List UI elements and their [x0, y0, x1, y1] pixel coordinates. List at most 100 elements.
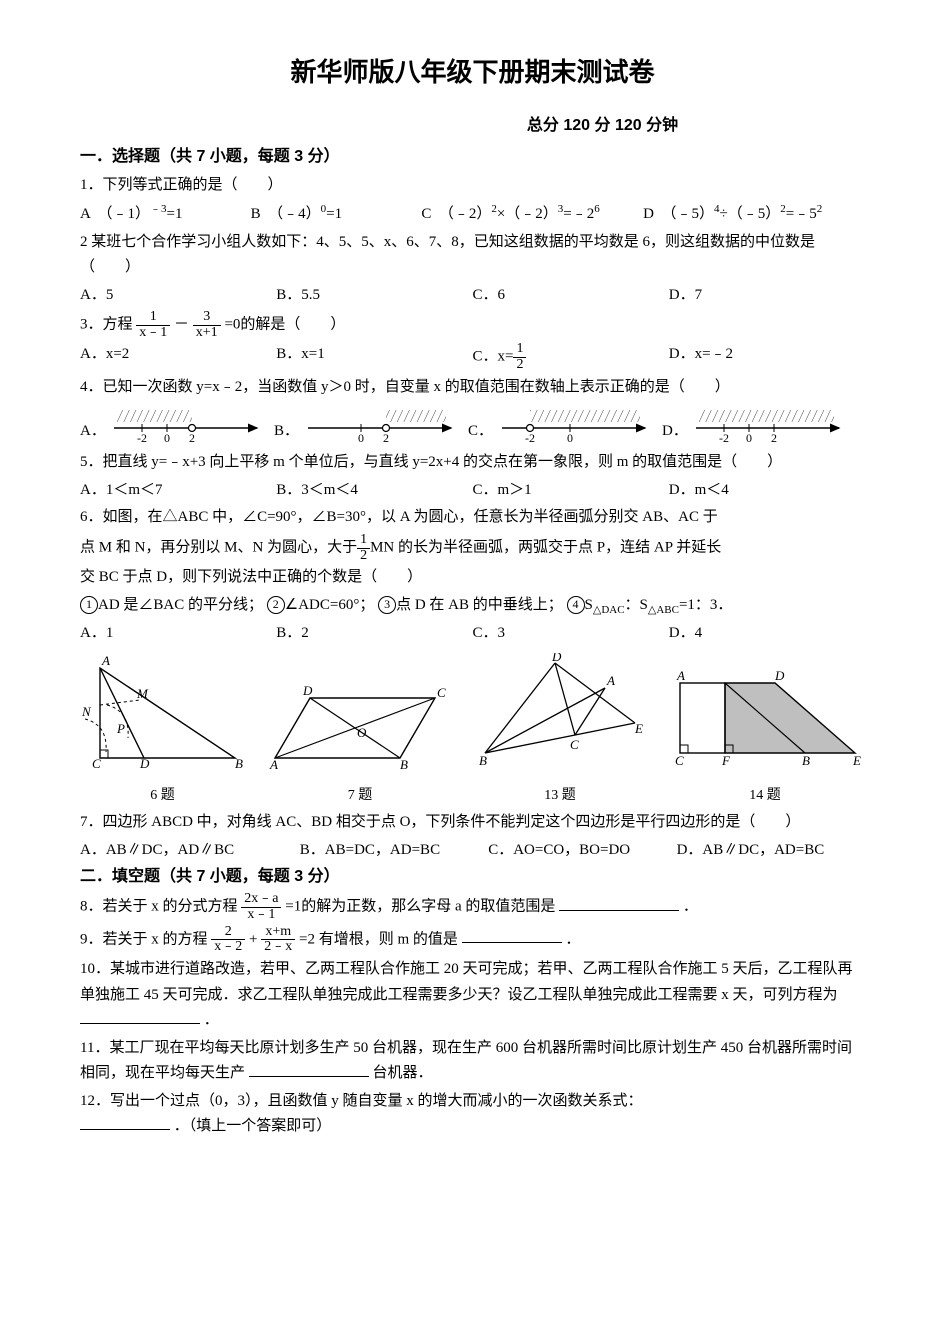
figure-q14-caption: 14 题	[665, 784, 865, 808]
q1-opt-c: C （﹣2）2×（﹣2）3=﹣26	[421, 200, 643, 228]
svg-text:0: 0	[358, 431, 364, 444]
q3-opt-a: A．x=2	[80, 342, 276, 372]
svg-text:B: B	[235, 756, 243, 771]
q1-options: A （﹣1）﹣3=1 B （﹣4）0=1 C （﹣2）2×（﹣2）3=﹣26 D…	[80, 200, 865, 228]
q3-opt-d: D．x=﹣2	[669, 342, 865, 372]
q6-statements: 1AD 是∠BAC 的平分线； 2∠ADC=60°； 3点 D 在 AB 的中垂…	[80, 593, 865, 620]
q4-stem: 4．已知一次函数 y=x﹣2，当函数值 y＞0 时，自变量 x 的取值范围在数轴…	[80, 375, 865, 401]
q4-opt-b-label: B．	[274, 419, 306, 445]
svg-text:-2: -2	[137, 431, 147, 444]
q11-blank	[249, 1061, 369, 1077]
q5-opt-a: A．1＜m＜7	[80, 478, 276, 504]
q7-options: A．AB∥DC，AD∥BC B．AB=DC，AD=BC C．AO=CO，BO=D…	[80, 838, 865, 864]
q2-opt-a: A．5	[80, 283, 276, 309]
q9: 9．若关于 x 的方程 2x﹣2 + x+m2﹣x =2 有增根，则 m 的值是…	[80, 925, 865, 955]
q7-stem: 7．四边形 ABCD 中，对角线 AC、BD 相交于点 O，下列条件不能判定这个…	[80, 810, 865, 836]
q4-opt-a-label: A．	[80, 419, 112, 445]
svg-text:0: 0	[164, 431, 170, 444]
q3-options: A．x=2 B．x=1 C．x=12 D．x=﹣2	[80, 342, 865, 372]
svg-text:E: E	[634, 721, 643, 736]
figure-q13: B C E A D	[475, 653, 645, 773]
svg-text:2: 2	[189, 431, 195, 444]
figure-row: A C B D M N P 6 题 A B C D O 7 题	[80, 653, 865, 808]
q3-stem: 3．方程 1x﹣1 － 3x+1 =0的解是（ ）	[80, 310, 865, 340]
q1-opt-d: D （﹣5）4÷（﹣5）2=﹣52	[643, 200, 865, 228]
section-1-heading: 一．选择题（共 7 小题，每题 3 分）	[80, 143, 865, 170]
svg-text:N: N	[81, 704, 92, 719]
svg-text:C: C	[675, 753, 684, 768]
svg-text:B: B	[400, 757, 408, 772]
q6-opt-d: D．4	[669, 621, 865, 647]
svg-text:2: 2	[771, 431, 777, 444]
q5-opt-b: B．3＜m＜4	[276, 478, 472, 504]
figure-q14: A D C F B E	[665, 663, 865, 773]
q9-blank	[462, 927, 562, 943]
q5-opt-c: C．m＞1	[473, 478, 669, 504]
score-line: 总分 120 分 120 分钟	[340, 112, 865, 139]
svg-text:F: F	[721, 753, 731, 768]
q10: 10．某城市进行道路改造，若甲、乙两工程队合作施工 20 天可完成；若甲、乙两工…	[80, 957, 865, 1034]
q6-opt-c: C．3	[473, 621, 669, 647]
q6-line2: 点 M 和 N，再分别以 M、N 为圆心，大于12MN 的长为半径画弧，两弧交于…	[80, 533, 865, 563]
q2-options: A．5 B．5.5 C．6 D．7	[80, 283, 865, 309]
q7-opt-d: D．AB∥DC，AD=BC	[677, 838, 865, 864]
numberline-b: 0 2	[306, 404, 456, 444]
svg-text:M: M	[136, 686, 149, 701]
q6-line3: 交 BC 于点 D，则下列说法中正确的个数是（ ）	[80, 565, 865, 591]
svg-text:D: D	[302, 683, 313, 698]
svg-text:C: C	[92, 756, 101, 771]
q12: 12．写出一个过点（0，3），且函数值 y 随自变量 x 的增大而减小的一次函数…	[80, 1089, 865, 1140]
q2-opt-d: D．7	[669, 283, 865, 309]
svg-text:B: B	[802, 753, 810, 768]
q8-blank	[559, 895, 679, 911]
svg-text:A: A	[101, 653, 110, 668]
q3-opt-b: B．x=1	[276, 342, 472, 372]
q3-opt-c: C．x=12	[473, 342, 669, 372]
q2-stem: 2 某班七个合作学习小组人数如下：4、5、5、x、6、7、8，已知这组数据的平均…	[80, 230, 865, 281]
numberline-a: -2 0 2	[112, 404, 262, 444]
svg-text:D: D	[774, 668, 785, 683]
figure-q6-caption: 6 题	[80, 784, 245, 808]
q10-blank	[80, 1008, 200, 1024]
svg-text:A: A	[676, 668, 685, 683]
q4-opt-d-label: D．	[662, 419, 694, 445]
q4-options: A． -2 0 2 B．	[80, 404, 865, 444]
numberline-c: -2 0	[500, 404, 650, 444]
q1-stem: 1．下列等式正确的是（ ）	[80, 173, 865, 199]
svg-text:O: O	[357, 725, 367, 740]
q2-opt-b: B．5.5	[276, 283, 472, 309]
q6-line1: 6．如图，在△ABC 中，∠C=90°，∠B=30°，以 A 为圆心，任意长为半…	[80, 505, 865, 531]
q2-opt-c: C．6	[473, 283, 669, 309]
q5-stem: 5．把直线 y=﹣x+3 向上平移 m 个单位后，与直线 y=2x+4 的交点在…	[80, 450, 865, 476]
q6-opt-b: B．2	[276, 621, 472, 647]
svg-text:-2: -2	[525, 431, 535, 444]
figure-q7-caption: 7 题	[265, 784, 455, 808]
q7-opt-b: B．AB=DC，AD=BC	[300, 838, 488, 864]
figure-q7: A B C D O	[265, 673, 455, 773]
svg-text:A: A	[606, 673, 615, 688]
page-title: 新华师版八年级下册期末测试卷	[80, 50, 865, 94]
q4-opt-c-label: C．	[468, 419, 500, 445]
q6-opt-a: A．1	[80, 621, 276, 647]
section-2-heading: 二．填空题（共 7 小题，每题 3 分）	[80, 863, 865, 890]
svg-text:-2: -2	[719, 431, 729, 444]
q7-opt-c: C．AO=CO，BO=DO	[488, 838, 676, 864]
svg-text:0: 0	[746, 431, 752, 444]
svg-text:D: D	[139, 756, 150, 771]
svg-text:E: E	[852, 753, 861, 768]
svg-text:B: B	[479, 753, 487, 768]
svg-text:C: C	[437, 685, 446, 700]
q8: 8．若关于 x 的分式方程 2x﹣ax﹣1 =1的解为正数，那么字母 a 的取值…	[80, 892, 865, 922]
figure-q6: A C B D M N P	[80, 653, 245, 773]
svg-text:A: A	[269, 757, 278, 772]
svg-text:C: C	[570, 737, 579, 752]
figure-q13-caption: 13 题	[475, 784, 645, 808]
svg-text:D: D	[551, 653, 562, 664]
q12-blank	[80, 1114, 170, 1130]
svg-text:P: P	[116, 721, 125, 736]
numberline-d: -2 0 2	[694, 404, 844, 444]
q1-opt-b: B （﹣4）0=1	[251, 200, 422, 228]
q5-options: A．1＜m＜7 B．3＜m＜4 C．m＞1 D．m＜4	[80, 478, 865, 504]
q7-opt-a: A．AB∥DC，AD∥BC	[80, 838, 300, 864]
q6-options: A．1 B．2 C．3 D．4	[80, 621, 865, 647]
